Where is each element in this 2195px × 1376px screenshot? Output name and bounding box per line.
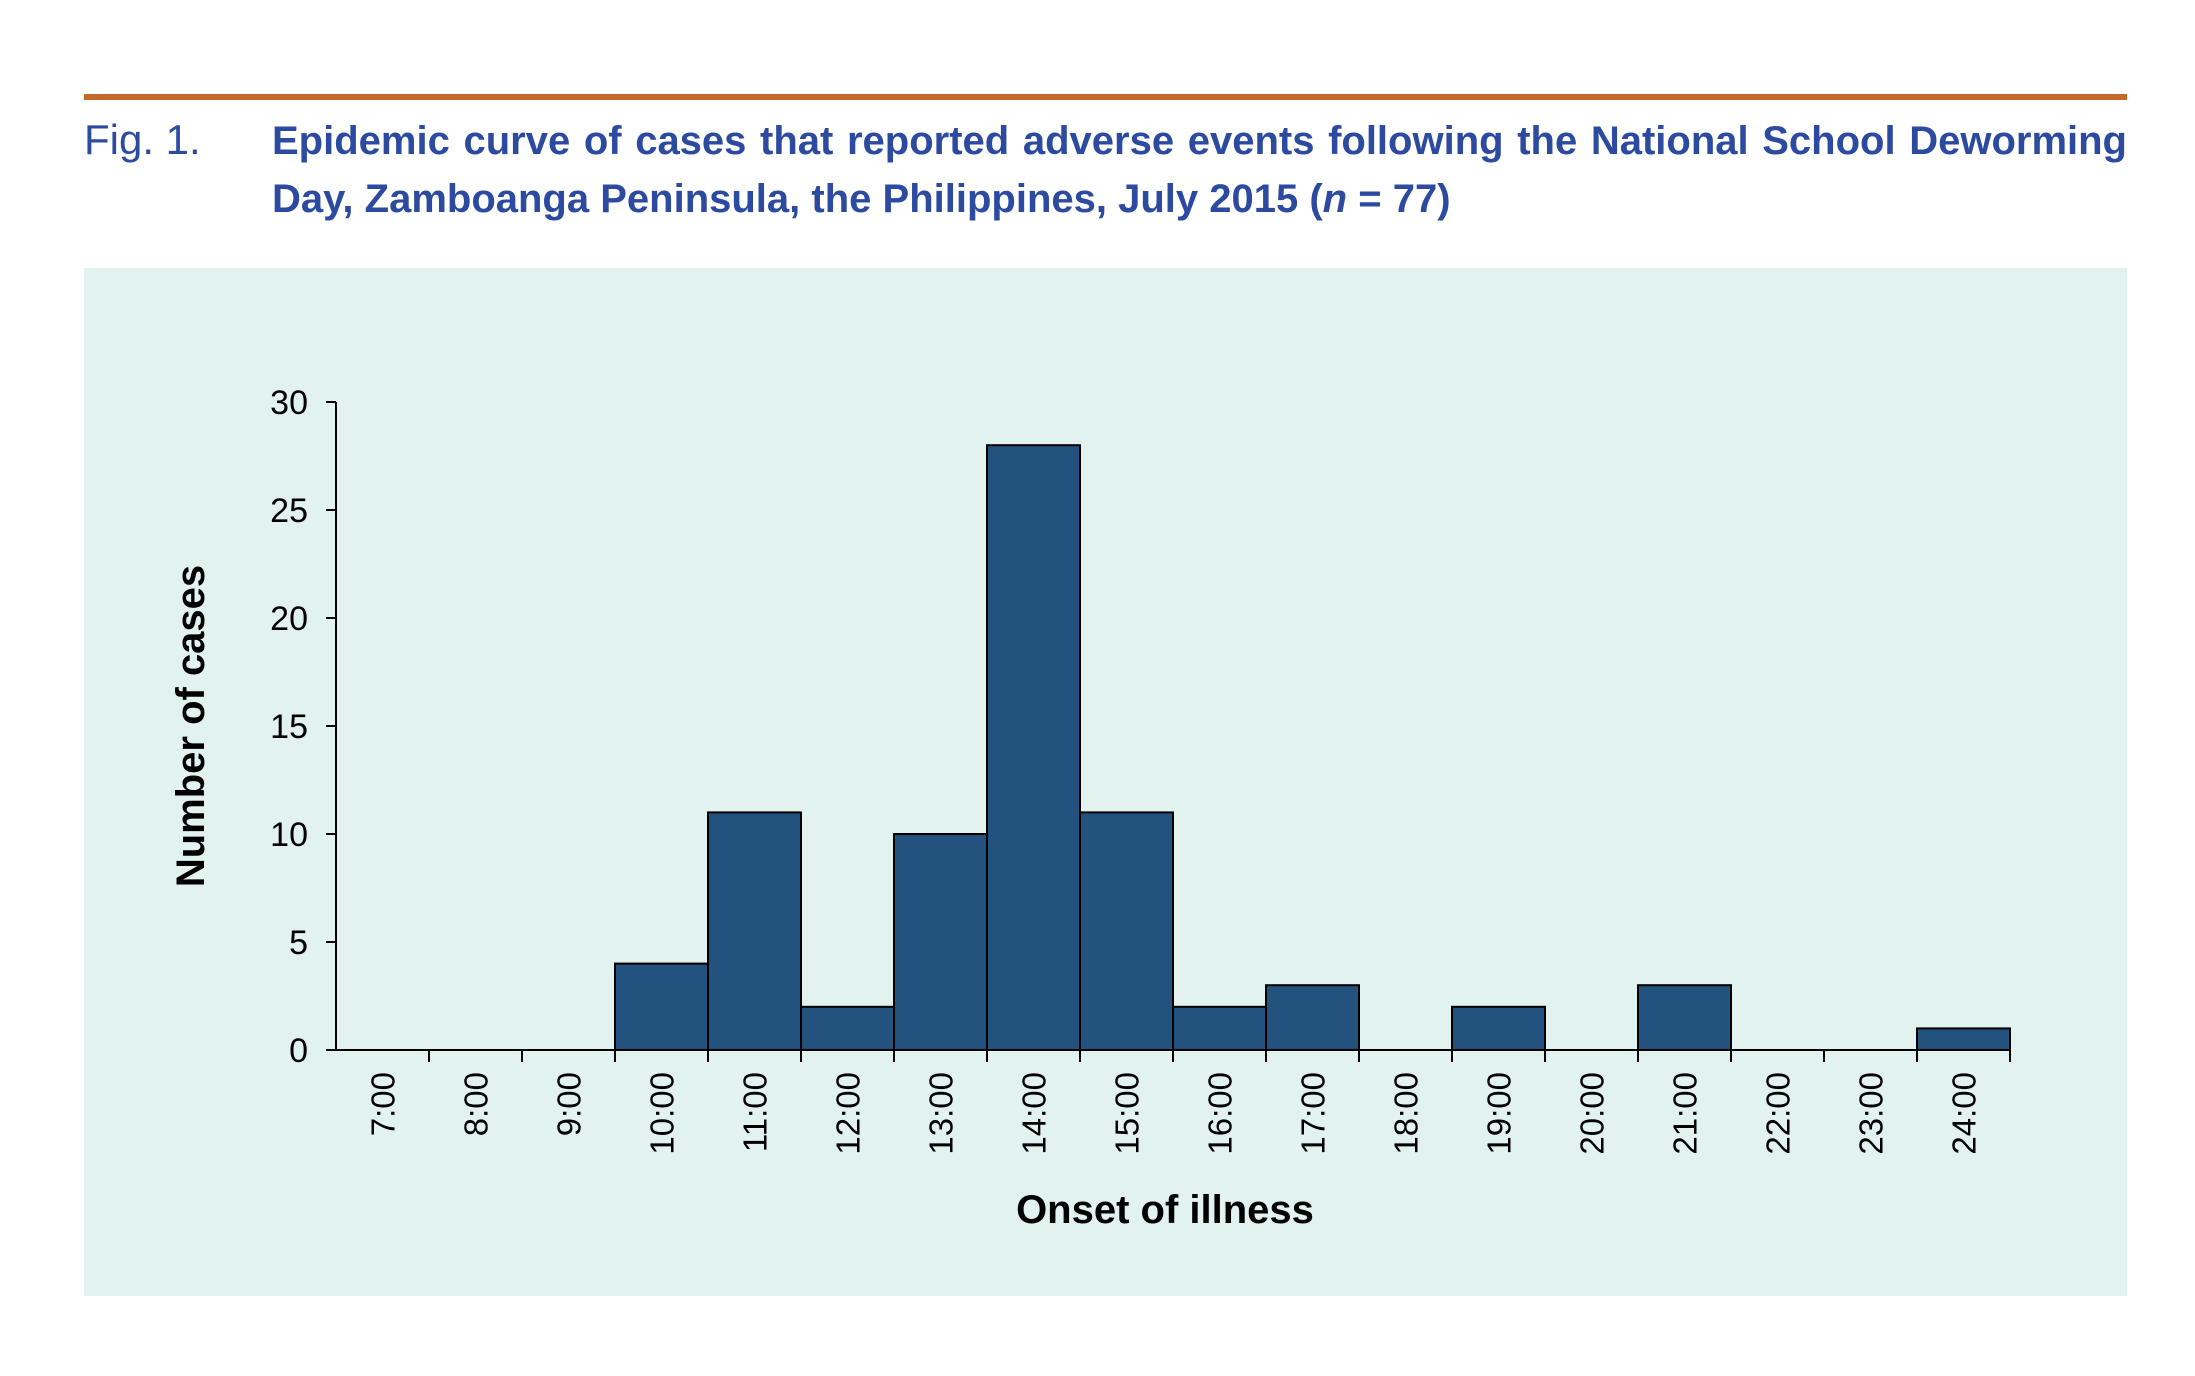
chart-panel: 0 5 10 15 20 25 30 7:00 8:00 9:00 10:00 11:00 12:00 1…	[84, 268, 2127, 1296]
bar-900	[614, 962, 709, 1051]
x-tick-label: 22:00	[1760, 1072, 1797, 1155]
x-tick-label: 21:00	[1667, 1072, 1704, 1155]
x-tick-label: 7:00	[365, 1072, 402, 1136]
bar-1400	[1079, 811, 1174, 1052]
x-tick-label: 9:00	[551, 1072, 588, 1136]
caption-n: n	[1322, 177, 1348, 221]
caption-text: Epidemic curve of cases that reported ad…	[272, 119, 2127, 221]
y-tick-label: 25	[270, 492, 308, 530]
y-tick-label: 10	[270, 816, 308, 854]
x-tick-label: 8:00	[458, 1072, 495, 1136]
bar-1600	[1265, 984, 1360, 1052]
y-tick-label: 5	[289, 924, 308, 962]
x-tick-label: 10:00	[644, 1072, 681, 1155]
y-tick-label: 30	[270, 384, 308, 422]
figure-caption: Epidemic curve of cases that reported ad…	[272, 112, 2127, 228]
y-tick-label: 20	[270, 600, 308, 638]
bar-2000	[1637, 984, 1732, 1052]
x-tick-label: 16:00	[1202, 1072, 1239, 1155]
bar-1000	[707, 811, 802, 1052]
bar-1500	[1172, 1005, 1267, 1051]
x-tick-label: 23:00	[1853, 1072, 1890, 1155]
x-tick-label: 19:00	[1481, 1072, 1518, 1155]
y-tick-label: 0	[289, 1032, 308, 1070]
figure-label: Fig. 1.	[84, 116, 201, 163]
x-tick-label: 14:00	[1016, 1072, 1053, 1155]
caption-count: = 77)	[1347, 177, 1451, 221]
bar-1200	[893, 833, 988, 1051]
x-tick-label: 12:00	[830, 1072, 867, 1155]
x-tick-label: 15:00	[1109, 1072, 1146, 1155]
x-tick-label: 18:00	[1388, 1072, 1425, 1155]
x-tick-label: 17:00	[1295, 1072, 1332, 1155]
x-axis-title: Onset of illness	[1016, 1188, 1314, 1232]
x-tick-label: 20:00	[1574, 1072, 1611, 1155]
epidemic-curve-chart: 0 5 10 15 20 25 30 7:00 8:00 9:00 10:00 11:00 12:00 1…	[169, 384, 2011, 1232]
x-tick-label: 24:00	[1946, 1072, 1983, 1155]
y-tick-label: 15	[270, 708, 308, 746]
bar-1300	[986, 444, 1081, 1051]
bar-2300	[1916, 1027, 2011, 1052]
x-tick-label: 11:00	[737, 1072, 774, 1152]
top-rule	[84, 94, 2127, 100]
bar-1100	[800, 1005, 895, 1051]
bar-1800	[1451, 1005, 1546, 1051]
y-axis-title: Number of cases	[169, 565, 213, 887]
x-tick-label: 13:00	[923, 1072, 960, 1155]
